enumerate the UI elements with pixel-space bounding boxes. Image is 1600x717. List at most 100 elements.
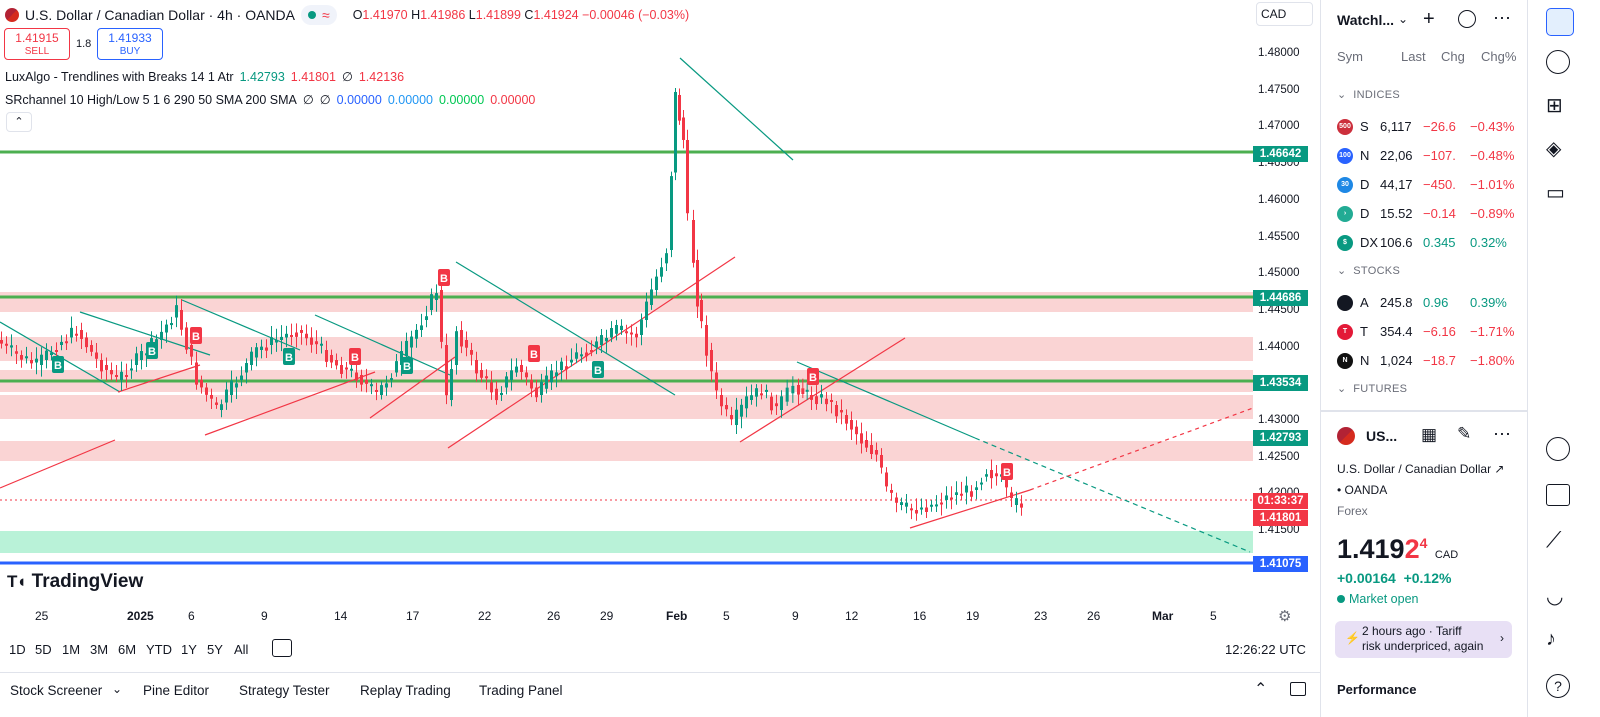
add-symbol-icon[interactable]: + [1423, 8, 1435, 30]
chevron-down-icon[interactable]: ⌄ [1398, 12, 1409, 26]
candle-body [125, 375, 128, 377]
compass-icon[interactable] [1546, 437, 1570, 461]
watchlist-row[interactable]: T T 354.4 −6.16 −1.71% [1321, 318, 1528, 346]
news-card[interactable]: ⚡ 2 hours ago · Tariff risk underpriced,… [1335, 621, 1512, 658]
chevron-down-icon[interactable]: ⌄ [112, 682, 123, 696]
chart-area[interactable]: B B B B B B B B B B B U.S. Dollar / Canadian Dolla… [0, 0, 1320, 640]
watchlist-column-header[interactable]: Chg% [1481, 49, 1517, 64]
candle-body [325, 350, 328, 362]
candle-body [245, 363, 248, 373]
pine-chart-icon[interactable]: ⟋ [1546, 527, 1562, 552]
currency-box[interactable]: CAD [1256, 2, 1313, 26]
watchlist-row[interactable]: N N 1,024 −18.7 −1.80% [1321, 347, 1528, 375]
watchlist-icon[interactable] [1546, 8, 1574, 36]
candle-body [385, 383, 388, 388]
candle-body [735, 409, 738, 425]
watchlist-row[interactable]: 30 D 44,17 −450. −1.01% [1321, 171, 1528, 199]
calendar-icon[interactable] [1546, 484, 1570, 506]
watchlist-row[interactable]: A 245.8 0.96 0.39% [1321, 289, 1528, 317]
performance-heading[interactable]: Performance [1337, 682, 1417, 697]
candle-body [930, 504, 933, 507]
sell-button[interactable]: 1.41915 SELL [4, 28, 70, 60]
details-full-name[interactable]: U.S. Dollar / Canadian Dollar ↗ [1337, 462, 1505, 476]
watchlist-section-label[interactable]: ⌄ INDICES [1337, 89, 1400, 101]
bottom-tab[interactable]: Stock Screener [10, 683, 103, 698]
symbol-logo-icon: T [1337, 324, 1353, 340]
candle-body [250, 351, 253, 365]
price-chart[interactable]: B B B B B B B B B B B [0, 0, 1320, 640]
symbol-title[interactable]: U.S. Dollar / Canadian Dollar · 4h · OAN… [25, 7, 295, 23]
watchlist-row[interactable]: $ DX 106.6 0.345 0.32% [1321, 229, 1528, 257]
edit-icon[interactable]: ✎ [1457, 424, 1472, 443]
price-tag: 1.46642 [1253, 146, 1308, 162]
range-button[interactable]: 3M [90, 642, 109, 657]
break-marker [528, 345, 540, 362]
watchlist-section-label[interactable]: ⌄ FUTURES [1337, 383, 1408, 395]
candle-body [960, 493, 963, 496]
bell-icon[interactable]: ♪ [1546, 628, 1556, 650]
market-status-pill[interactable]: ≈ [301, 5, 337, 25]
candle-body [910, 508, 913, 511]
range-button[interactable]: 5D [35, 642, 52, 657]
collapse-legend-button[interactable]: ⌃ [6, 112, 32, 132]
range-button[interactable]: 1Y [181, 642, 197, 657]
utc-clock[interactable]: 12:26:22 UTC [1225, 642, 1306, 657]
candle-body [791, 385, 795, 394]
more-icon[interactable]: ⋯ [1493, 424, 1511, 444]
watchlist-last: 106.6 [1380, 235, 1413, 250]
ohlc-values: O1.41970 H1.41986 L1.41899 C1.41924 −0.0… [352, 8, 690, 22]
collapse-panel-icon[interactable]: ⌃ [1254, 681, 1268, 698]
more-icon[interactable]: ⋯ [1493, 8, 1511, 28]
watchlist-row[interactable]: 500 S 6,117 −26.6 −0.43% [1321, 113, 1528, 141]
candle-body [895, 497, 898, 503]
range-button[interactable]: 6M [118, 642, 137, 657]
add-alert-icon[interactable]: ⊞ [1546, 95, 1563, 117]
watchlist-row[interactable]: › D 15.52 −0.14 −0.89% [1321, 200, 1528, 228]
broadcast-icon[interactable]: ◡ [1546, 586, 1564, 608]
indicator-legend-luxalgo[interactable]: LuxAlgo - Trendlines with Breaks 14 1 At… [5, 69, 405, 85]
range-button[interactable]: 5Y [207, 642, 223, 657]
symbol-legend[interactable]: U.S. Dollar / Canadian Dollar · 4h · OAN… [5, 5, 689, 25]
price-tag: 1.42793 [1253, 430, 1308, 446]
advanced-view-icon[interactable] [1458, 10, 1476, 28]
candle-body [797, 385, 800, 395]
chart-settings-icon[interactable]: ⚙ [1278, 608, 1292, 625]
time-tick-label: 14 [334, 609, 348, 623]
goto-date-icon[interactable] [272, 639, 292, 657]
maximize-panel-icon[interactable] [1290, 682, 1306, 696]
candle-body [990, 470, 993, 479]
watchlist-title[interactable]: Watchl... [1337, 12, 1395, 28]
candle-body [805, 389, 809, 392]
candle-body [135, 353, 138, 365]
range-button[interactable]: YTD [146, 642, 172, 657]
alarm-clock-icon[interactable] [1546, 50, 1570, 74]
bottom-tab[interactable]: Trading Panel [479, 683, 563, 698]
bottom-tab[interactable]: Pine Editor [143, 683, 210, 698]
break-marker [1001, 463, 1013, 480]
candle-body [935, 504, 938, 507]
chat-icon[interactable]: ▭ [1546, 182, 1565, 204]
indicator-legend-srchannel[interactable]: SRchannel 10 High/Low 5 1 6 290 50 SMA 2… [5, 92, 536, 108]
watchlist-column-header[interactable]: Chg [1441, 49, 1465, 64]
layers-icon[interactable]: ◈ [1546, 138, 1562, 160]
range-button[interactable]: 1D [9, 642, 26, 657]
watchlist-column-header[interactable]: Sym [1337, 49, 1363, 64]
bottom-tab[interactable]: Strategy Tester [239, 683, 330, 698]
watchlist-last: 44,17 [1380, 177, 1413, 192]
watchlist-last: 1,024 [1380, 353, 1413, 368]
range-button[interactable]: 1M [62, 642, 81, 657]
break-marker [438, 269, 450, 286]
details-symbol[interactable]: US... [1366, 428, 1398, 444]
watchlist-column-header[interactable]: Last [1401, 49, 1426, 64]
watchlist-row[interactable]: 100 N 22,06 −107. −0.48% [1321, 142, 1528, 170]
tradingview-logo[interactable]: T◖ TradingView [7, 571, 144, 592]
help-icon[interactable]: ? [1546, 674, 1570, 698]
buy-button[interactable]: 1.41933 BUY [97, 28, 163, 60]
candle-body [870, 445, 873, 455]
candle-body [550, 370, 553, 383]
candle-body [305, 333, 308, 339]
range-button[interactable]: All [234, 642, 249, 657]
bottom-tab[interactable]: Replay Trading [360, 683, 451, 698]
watchlist-section-label[interactable]: ⌄ STOCKS [1337, 265, 1401, 277]
grid-icon[interactable]: ▦ [1421, 425, 1438, 444]
